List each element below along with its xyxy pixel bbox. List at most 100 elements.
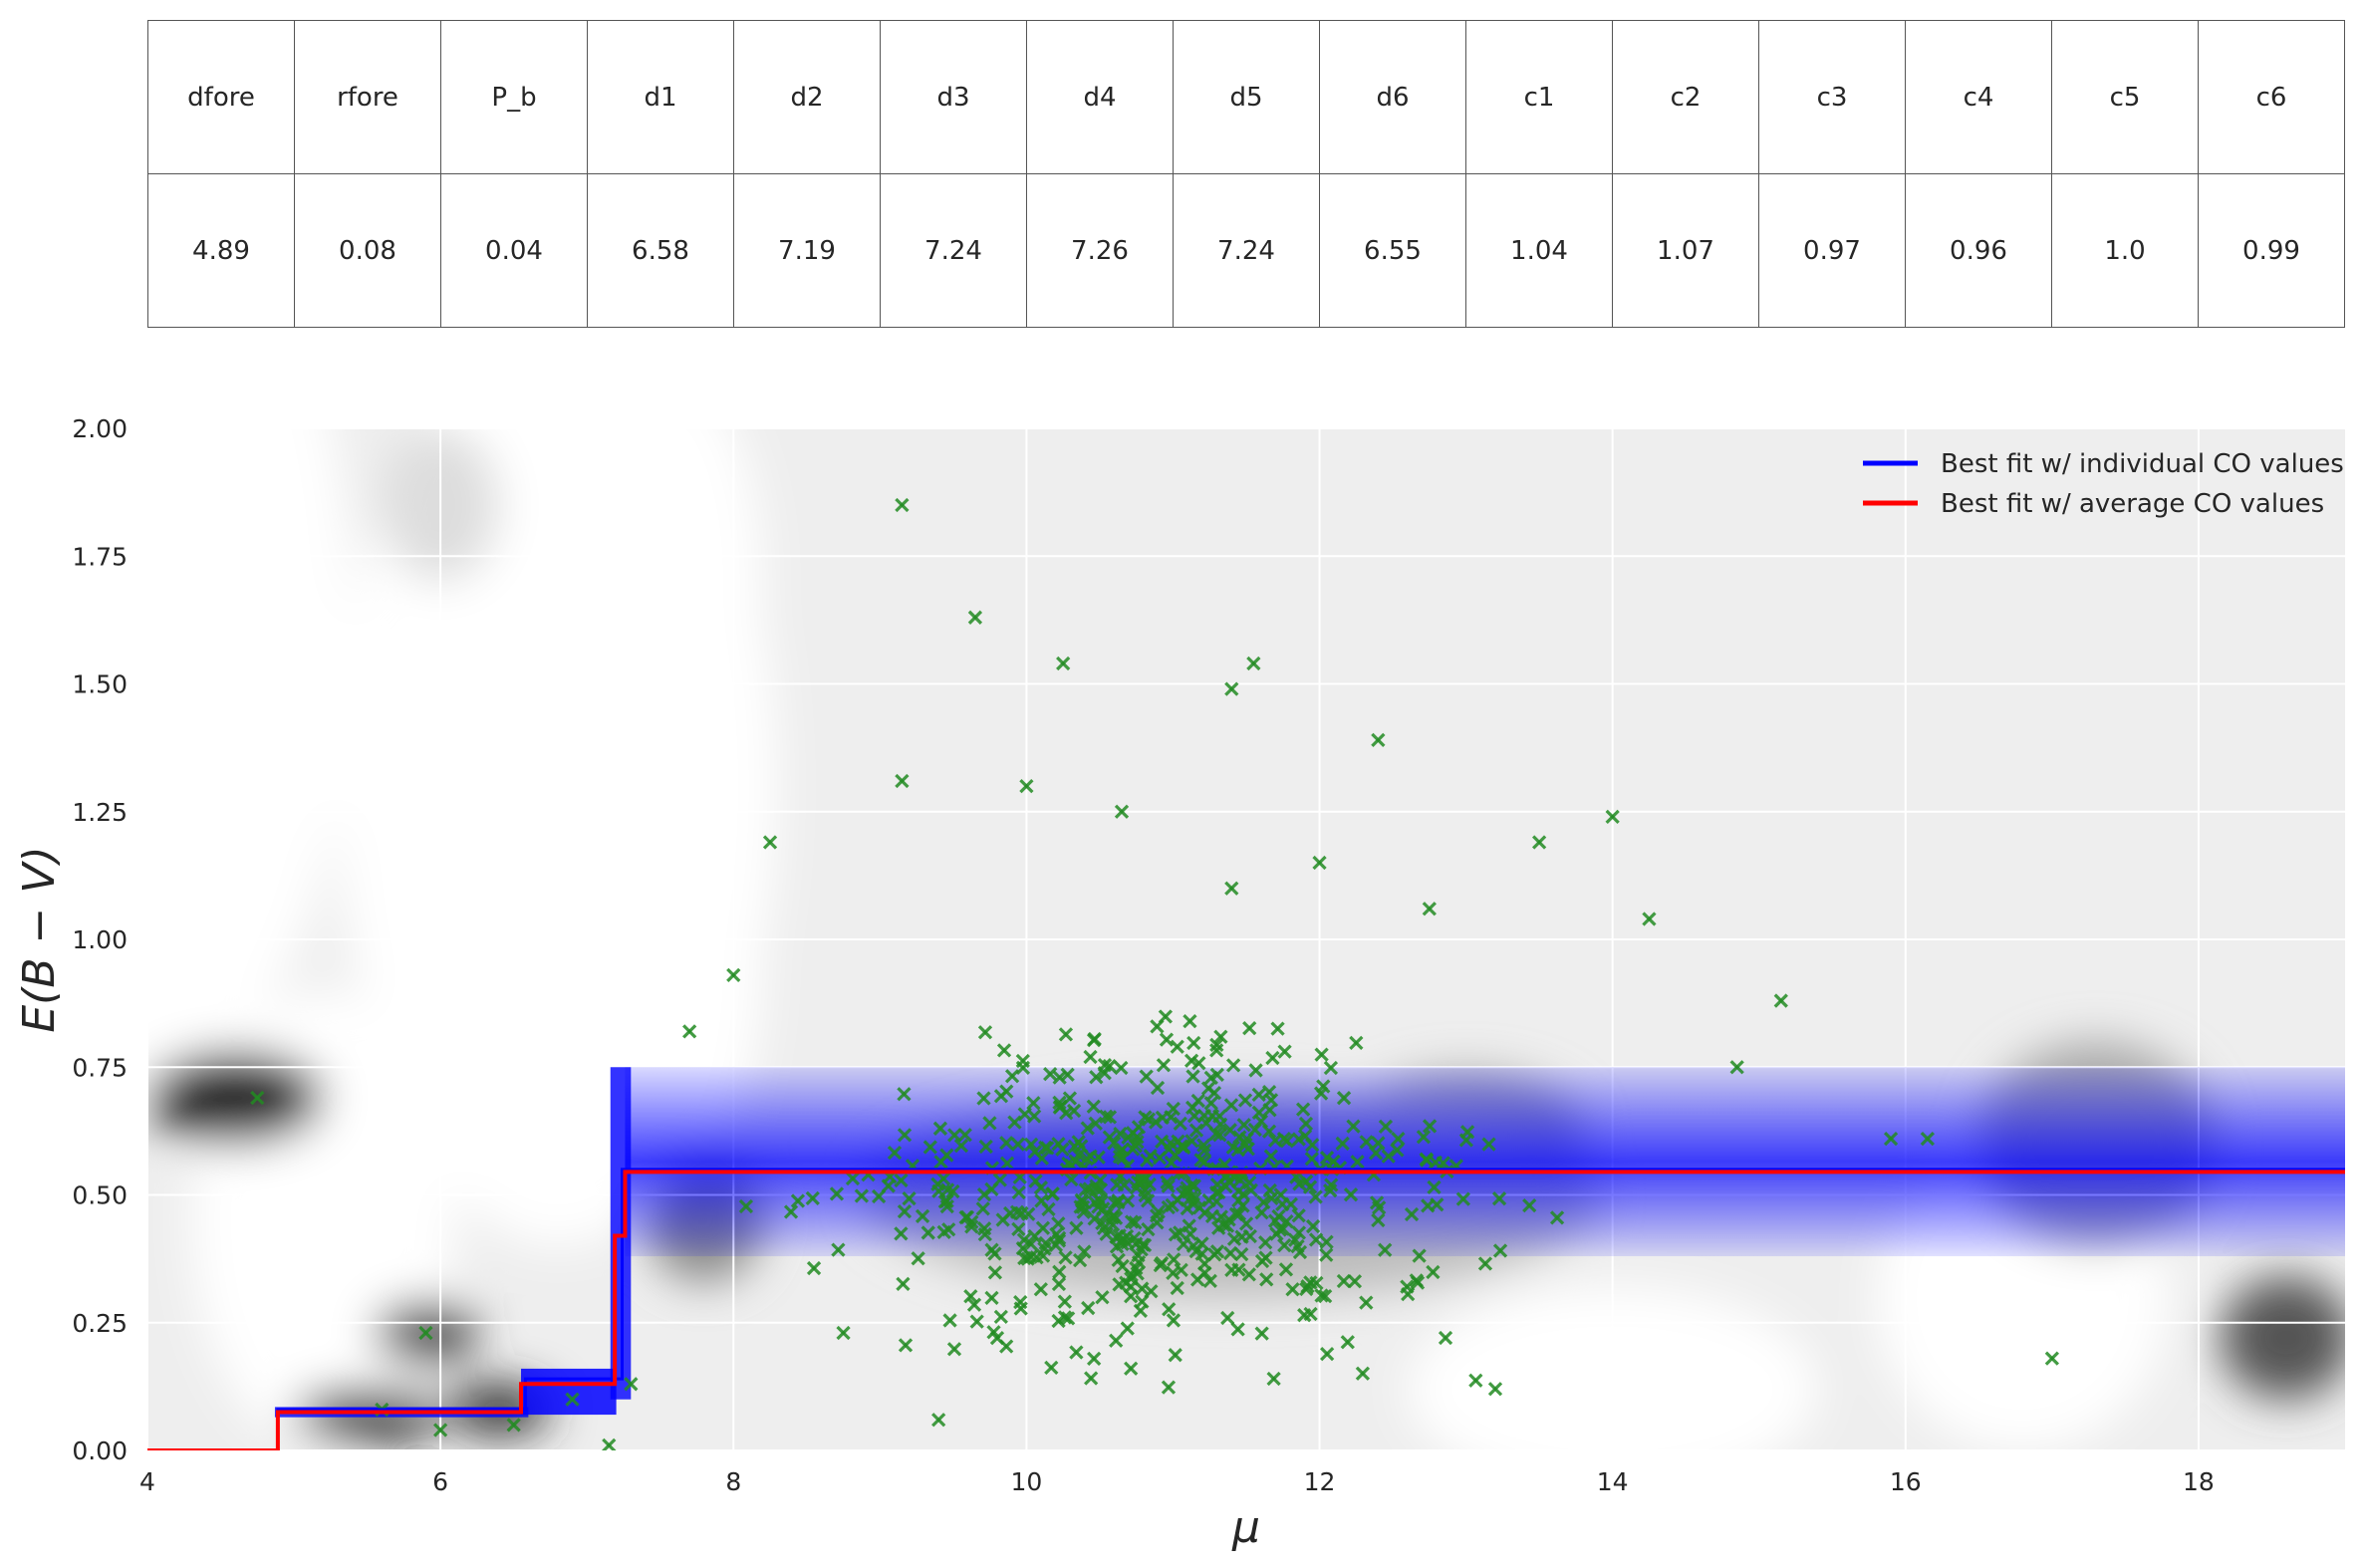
star-marker <box>1052 1100 1067 1115</box>
star-marker <box>1359 1135 1374 1150</box>
header-cell: d2 <box>733 20 881 174</box>
value-cell: 1.07 <box>1612 173 1759 328</box>
value-cell: 1.0 <box>2051 173 2199 328</box>
star-marker <box>967 610 983 625</box>
star-marker <box>1052 1264 1067 1279</box>
star-marker <box>1248 1063 1263 1078</box>
star-marker <box>1605 809 1620 825</box>
star-marker <box>1150 1019 1165 1034</box>
star-marker <box>1113 1126 1128 1142</box>
y-tick-label: 1.25 <box>72 798 128 827</box>
star-marker <box>1142 1176 1157 1192</box>
star-marker <box>1278 1262 1294 1277</box>
header-cell: c5 <box>2051 20 2199 174</box>
blue-band-main <box>625 1067 2345 1257</box>
star-marker <box>1773 993 1788 1008</box>
star-marker <box>1131 1175 1146 1189</box>
star-marker <box>1208 1126 1223 1142</box>
star-marker <box>1277 1237 1292 1253</box>
star-marker <box>1170 1280 1184 1296</box>
star-marker <box>1371 1212 1386 1228</box>
star-marker <box>897 1087 912 1102</box>
star-marker <box>1141 1112 1157 1127</box>
star-marker <box>1087 1351 1102 1366</box>
star-marker <box>1266 1371 1281 1387</box>
y-tick-label: 0.75 <box>72 1053 128 1082</box>
star-marker <box>726 967 741 983</box>
star-marker <box>946 1342 962 1357</box>
star-marker <box>977 1025 993 1040</box>
header-cell: P_b <box>440 20 588 174</box>
star-marker <box>1069 1220 1084 1235</box>
star-marker <box>1124 1214 1140 1229</box>
star-marker <box>1099 1226 1114 1241</box>
x-tick-label: 14 <box>1597 1467 1629 1496</box>
star-marker <box>915 1208 930 1223</box>
star-marker <box>1066 1103 1082 1119</box>
x-tick-label: 10 <box>1010 1467 1042 1496</box>
star-marker <box>1089 1178 1104 1193</box>
star-marker <box>1133 1303 1149 1319</box>
star-marker <box>1267 1213 1283 1228</box>
star-marker <box>976 1091 991 1106</box>
star-marker <box>1080 1121 1095 1136</box>
blue-band-step <box>521 1368 617 1416</box>
star-marker <box>964 1219 979 1234</box>
star-marker <box>1259 1272 1274 1287</box>
header-cell: dfore <box>147 20 295 174</box>
star-marker <box>1368 1146 1384 1161</box>
star-marker <box>1381 1149 1396 1164</box>
star-marker <box>1246 655 1261 671</box>
star-marker <box>977 1227 992 1242</box>
star-marker <box>1108 1210 1124 1225</box>
star-marker <box>1011 1184 1026 1200</box>
x-tick-label: 16 <box>1890 1467 1922 1496</box>
star-marker <box>1027 1145 1042 1160</box>
star-marker <box>1051 1216 1066 1231</box>
star-marker <box>831 1242 846 1257</box>
value-cell: 0.08 <box>294 173 441 328</box>
star-marker <box>1135 1281 1150 1296</box>
star-marker <box>1009 1204 1025 1219</box>
star-marker <box>1427 1179 1442 1195</box>
star-marker <box>1023 1137 1039 1152</box>
star-marker <box>1268 1133 1283 1148</box>
star-marker <box>1168 1348 1182 1363</box>
star-marker <box>1029 1250 1044 1265</box>
star-marker <box>1161 1178 1176 1193</box>
star-marker <box>1097 1057 1113 1073</box>
star-marker <box>250 1090 265 1106</box>
star-marker <box>1378 1242 1393 1257</box>
star-marker <box>1468 1373 1483 1388</box>
star-marker <box>1117 1177 1132 1192</box>
star-marker <box>941 1222 956 1237</box>
star-marker <box>1183 1053 1199 1068</box>
star-marker <box>895 497 910 513</box>
star-marker <box>1182 1218 1196 1233</box>
header-cell: d5 <box>1173 20 1320 174</box>
star-marker <box>1073 1199 1088 1214</box>
header-cell: rfore <box>294 20 441 174</box>
star-marker <box>911 1251 925 1266</box>
star-marker <box>1179 1184 1193 1199</box>
star-marker <box>1079 1152 1095 1167</box>
star-marker <box>1102 1110 1118 1125</box>
star-marker <box>993 1089 1009 1104</box>
star-marker <box>1043 1067 1058 1082</box>
star-marker <box>1115 1258 1130 1274</box>
star-marker <box>1481 1137 1496 1152</box>
star-marker <box>1231 1183 1246 1199</box>
star-marker <box>1312 855 1327 871</box>
star-marker <box>897 1204 913 1219</box>
star-marker <box>1150 1080 1166 1096</box>
star-marker <box>1729 1060 1744 1075</box>
star-marker <box>1522 1198 1537 1213</box>
star-marker <box>1109 1239 1125 1254</box>
star-marker <box>1176 1236 1191 1252</box>
star-marker <box>1277 1044 1292 1059</box>
star-marker <box>1254 1205 1269 1220</box>
star-marker <box>1491 1191 1507 1206</box>
star-marker <box>1083 1049 1098 1065</box>
star-marker <box>565 1392 580 1407</box>
star-marker <box>1242 1228 1257 1244</box>
